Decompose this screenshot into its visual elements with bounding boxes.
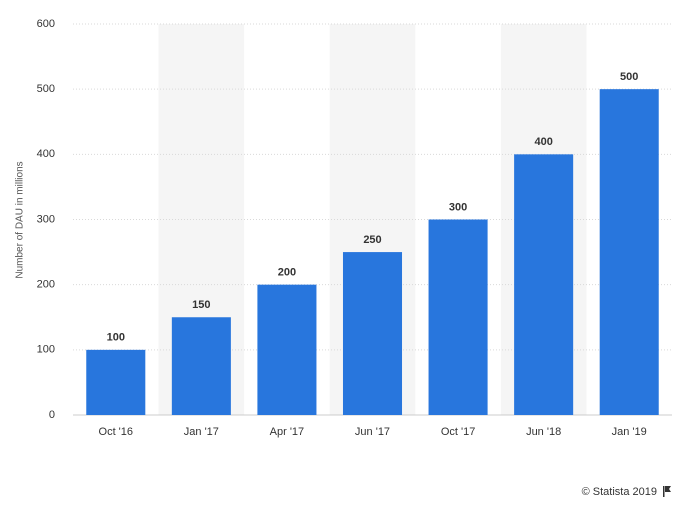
x-tick-label: Jan '17 — [184, 426, 219, 438]
value-label: 400 — [534, 136, 552, 148]
value-label: 250 — [363, 234, 381, 246]
bar — [599, 89, 659, 416]
y-tick-label: 600 — [37, 18, 55, 30]
x-tick-label: Oct '16 — [99, 426, 134, 438]
value-label: 100 — [107, 332, 125, 344]
bar — [257, 284, 317, 415]
y-tick-label: 100 — [37, 344, 55, 356]
source: © Statista 2019 — [582, 486, 657, 498]
y-tick-label: 200 — [37, 279, 55, 291]
value-label: 500 — [620, 71, 638, 83]
flag-icon — [663, 486, 671, 497]
x-tick-label: Apr '17 — [270, 426, 305, 438]
value-label: 300 — [449, 201, 467, 213]
bar — [171, 317, 231, 415]
y-tick-label: 500 — [37, 83, 55, 95]
y-tick-label: 400 — [37, 148, 55, 160]
bar — [428, 219, 488, 415]
x-tick-label: Jun '17 — [355, 426, 390, 438]
x-tick-label: Oct '17 — [441, 426, 476, 438]
bar — [514, 154, 574, 416]
y-axis-label: Number of DAU in millions — [15, 161, 26, 278]
x-tick-label: Jan '19 — [612, 426, 647, 438]
x-tick-label: Jun '18 — [526, 426, 561, 438]
bar — [342, 252, 403, 415]
value-label: 150 — [192, 299, 210, 311]
y-tick-label: 300 — [37, 213, 55, 225]
bar — [86, 349, 146, 415]
value-label: 200 — [278, 267, 296, 279]
y-tick-label: 0 — [49, 409, 55, 421]
